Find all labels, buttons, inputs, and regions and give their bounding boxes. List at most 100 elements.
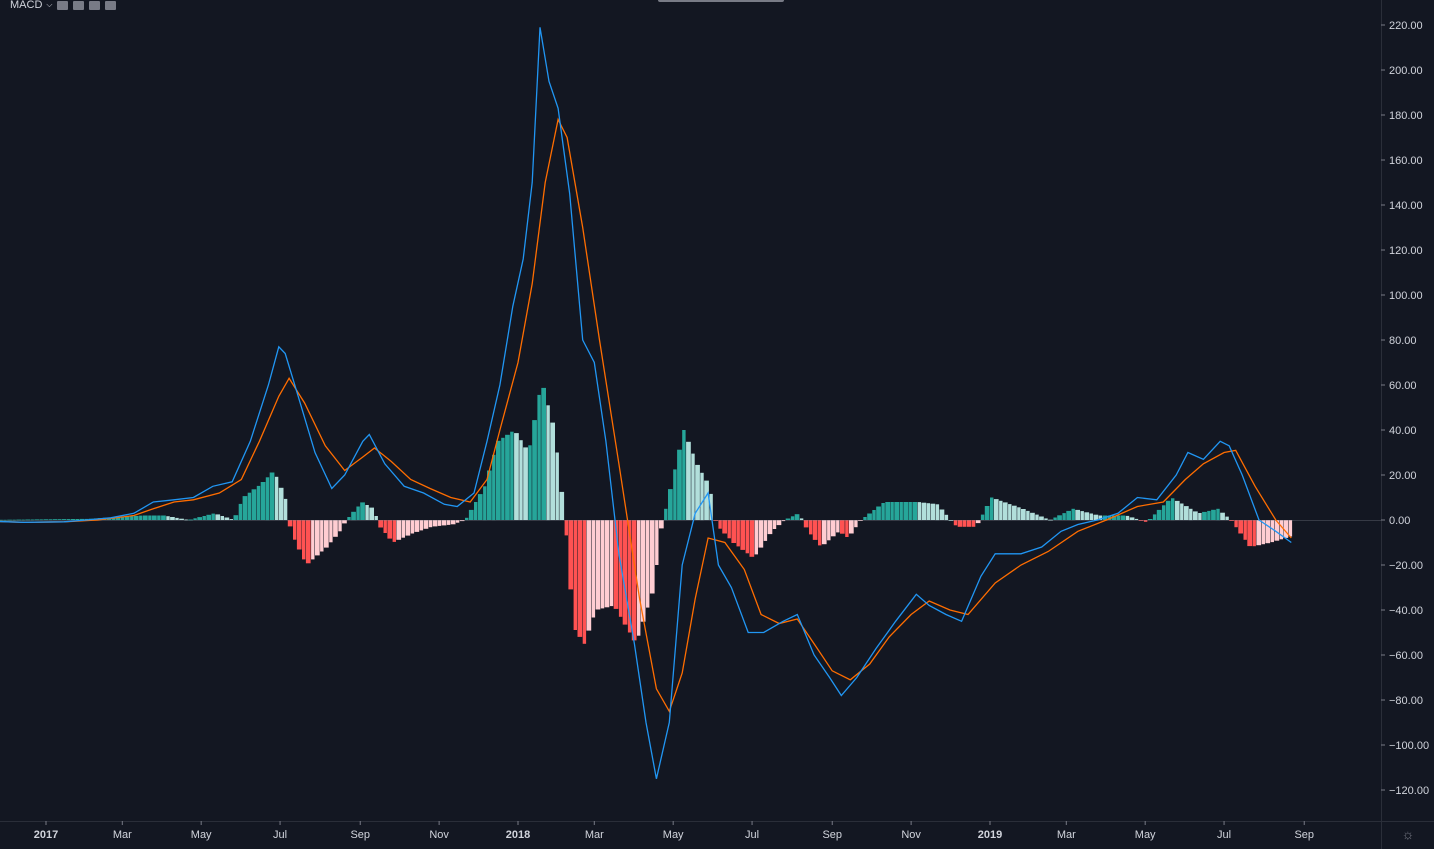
histogram-bar	[695, 464, 700, 520]
x-tick-label: Sep	[350, 829, 370, 841]
time-axis[interactable]: 2017 Mar May Jul Sep Nov 2018 Mar May Jul Sep Nov 20…	[34, 821, 1314, 841]
histogram-bar	[432, 520, 438, 527]
histogram-bar	[143, 515, 148, 520]
histogram-bar	[315, 520, 320, 556]
y-tick-label: 120.00	[1389, 245, 1423, 257]
histogram-bar	[1156, 509, 1162, 520]
histogram-bar	[437, 520, 442, 526]
histogram-bar	[790, 516, 795, 520]
price-axis[interactable]: 220.00 200.00 180.00 160.00 140.00 120.00 100.…	[1381, 20, 1429, 797]
histogram-bar	[224, 517, 230, 520]
histogram-bar	[333, 520, 338, 537]
histogram-bar	[1084, 512, 1090, 520]
pane-resize-handle[interactable]	[658, 0, 784, 2]
histogram-bar	[43, 519, 49, 521]
histogram-bar	[501, 437, 505, 520]
x-tick-label: Mar	[113, 829, 132, 841]
y-tick-label: 40.00	[1389, 425, 1417, 437]
histogram-bar	[818, 520, 822, 546]
histogram-bar	[414, 520, 420, 532]
histogram-bar	[532, 420, 537, 520]
histogram-bar	[1138, 520, 1144, 521]
histogram-bar	[1288, 520, 1293, 537]
histogram-bar	[455, 520, 460, 523]
x-tick-label: May	[663, 829, 684, 841]
settings-gear-icon[interactable]: ☼	[1401, 826, 1415, 842]
histogram-bar	[157, 515, 161, 520]
histogram-bar	[1171, 498, 1175, 521]
histogram-bar	[465, 517, 469, 521]
eye-icon[interactable]	[57, 0, 69, 10]
histogram-bar	[1229, 520, 1234, 521]
histogram-bar	[600, 520, 605, 609]
histogram-bar	[627, 520, 632, 633]
histogram-bar	[256, 485, 261, 520]
histogram-bar	[202, 516, 206, 520]
histogram-bar	[483, 486, 487, 521]
histogram-bar	[188, 519, 193, 521]
histogram-bar	[320, 520, 324, 552]
histogram-bar	[1243, 520, 1247, 540]
histogram-bar	[1057, 515, 1062, 520]
histogram-bar	[148, 515, 152, 520]
close-icon[interactable]	[105, 0, 117, 10]
histogram-bar	[1184, 506, 1189, 520]
histogram-bar	[124, 516, 130, 520]
y-tick-label: −80.00	[1389, 695, 1423, 707]
histogram-bar	[206, 514, 212, 520]
histogram-bar	[1247, 520, 1252, 547]
histogram-bar	[184, 519, 188, 521]
histogram-bar	[446, 520, 451, 525]
indicator-label[interactable]: MACD	[10, 0, 43, 11]
histogram-bar	[613, 520, 619, 609]
histogram-bar	[1107, 515, 1112, 520]
histogram-bar	[935, 504, 940, 521]
signal-line	[0, 117, 1292, 713]
histogram-bar	[577, 520, 583, 637]
histogram-bar	[378, 520, 383, 528]
histogram-bar	[170, 517, 175, 520]
histogram-bar	[528, 445, 532, 520]
histogram-bar	[618, 520, 623, 617]
histogram-bar	[48, 519, 52, 521]
histogram-bar	[215, 514, 221, 520]
histogram-bar	[329, 520, 333, 543]
histogram-bar	[999, 500, 1003, 520]
histogram-bar	[419, 520, 424, 531]
histogram-bar	[993, 499, 999, 520]
histogram-bar	[718, 520, 722, 529]
histogram-bar	[975, 520, 981, 524]
histogram-bar	[450, 520, 456, 525]
histogram-bar	[1270, 520, 1274, 543]
histogram-bar	[61, 519, 67, 520]
histogram-bar	[1265, 520, 1271, 544]
histogram-bar	[550, 422, 555, 520]
y-tick-label: 60.00	[1389, 380, 1417, 392]
histogram-bar	[845, 520, 849, 537]
histogram-bar	[1035, 514, 1039, 520]
histogram-bar	[1053, 517, 1057, 520]
histogram-bar	[1279, 520, 1284, 540]
histogram-bar	[1234, 520, 1238, 528]
histogram-bar	[1071, 508, 1075, 521]
histogram-bar	[3, 519, 7, 521]
histogram-bar	[668, 489, 673, 520]
indicator-legend[interactable]: MACD ⌵	[10, 0, 117, 11]
histogram-bar	[604, 520, 610, 608]
histogram-bar	[736, 520, 740, 547]
histogram-bar	[840, 520, 845, 534]
histogram-bar	[1089, 513, 1093, 520]
histogram-bar	[966, 520, 972, 527]
histogram-bar	[1180, 503, 1184, 520]
x-tick-label: May	[191, 829, 212, 841]
chevron-down-icon[interactable]: ⌵	[46, 0, 53, 9]
histogram-bar	[296, 520, 302, 550]
histogram-bar	[1198, 513, 1202, 520]
histogram-bar	[505, 434, 510, 520]
histogram-bar	[39, 519, 43, 521]
code-icon[interactable]	[89, 0, 101, 10]
histogram-bar	[785, 518, 791, 520]
gear-icon[interactable]	[73, 0, 85, 10]
histogram-bar	[410, 520, 415, 534]
